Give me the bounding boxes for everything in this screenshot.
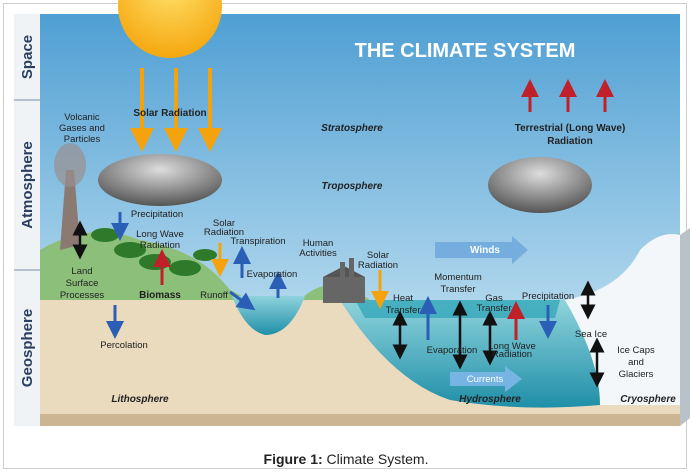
diagram-label: Hydrosphere bbox=[459, 394, 521, 405]
diagram-label: Percolation bbox=[100, 340, 148, 351]
sidebar-label: Space bbox=[19, 35, 36, 79]
diagram-label: and bbox=[628, 357, 644, 368]
diagram-label: Transfer bbox=[440, 284, 475, 295]
caption: Figure 1: Climate System. bbox=[0, 451, 692, 467]
diagram-label: Biomass bbox=[139, 290, 181, 301]
diagram-label: Sea Ice bbox=[575, 329, 607, 340]
diagram-label: Troposphere bbox=[322, 181, 383, 192]
diagram-label: Activities bbox=[299, 248, 337, 259]
diagram-label: Heat bbox=[393, 293, 413, 304]
diagram-label: Lithosphere bbox=[111, 394, 169, 405]
diagram-label: Transfer bbox=[385, 305, 420, 316]
diagram-label: Gases and bbox=[59, 123, 105, 134]
sidebar-label: Geosphere bbox=[19, 309, 36, 387]
diagram-label: Ice Caps bbox=[617, 345, 655, 356]
diagram-label: Land bbox=[71, 266, 92, 277]
diagram-label: Precipitation bbox=[131, 209, 183, 220]
diagram-label: Radiation bbox=[547, 136, 593, 147]
diagram-label: Runoff bbox=[200, 290, 228, 301]
diagram-label: Momentum bbox=[434, 272, 482, 283]
diagram-label: Radiation bbox=[140, 240, 180, 251]
diagram-label: Long Wave bbox=[136, 229, 184, 240]
diagram-label: Transpiration bbox=[230, 236, 285, 247]
diagram-label: Precipitation bbox=[522, 291, 574, 302]
caption-label: Figure 1: bbox=[264, 451, 323, 467]
diagram-label: Radiation bbox=[492, 349, 532, 360]
diagram-label: Radiation bbox=[358, 260, 398, 271]
diagram-title: THE CLIMATE SYSTEM bbox=[355, 40, 576, 62]
diagram-label: Winds bbox=[470, 245, 500, 256]
diagram-label: Currents bbox=[467, 374, 504, 385]
diagram-label: Stratosphere bbox=[321, 123, 383, 134]
diagram-label: Surface bbox=[66, 278, 99, 289]
diagram-label: Solar Radiation bbox=[133, 108, 206, 119]
diagram-label: Cryosphere bbox=[620, 394, 676, 405]
diagram-label: Glaciers bbox=[619, 369, 654, 380]
diagram-label: Volcanic bbox=[64, 112, 100, 123]
diagram-label: Terrestrial (Long Wave) bbox=[515, 123, 626, 134]
sidebar-label: Atmosphere bbox=[19, 141, 36, 229]
diagram-label: Processes bbox=[60, 290, 105, 301]
caption-text: Climate System. bbox=[327, 451, 429, 467]
climate-diagram: Space Atmosphere Geosphere THE CLIMATE S… bbox=[0, 0, 692, 474]
diagram-label: Evaporation bbox=[247, 269, 298, 280]
diagram-label: Transfer bbox=[476, 303, 511, 314]
diagram-label: Particles bbox=[64, 134, 101, 145]
sidebar: Space Atmosphere Geosphere bbox=[14, 14, 40, 426]
diagram-label: Evaporation bbox=[427, 345, 478, 356]
